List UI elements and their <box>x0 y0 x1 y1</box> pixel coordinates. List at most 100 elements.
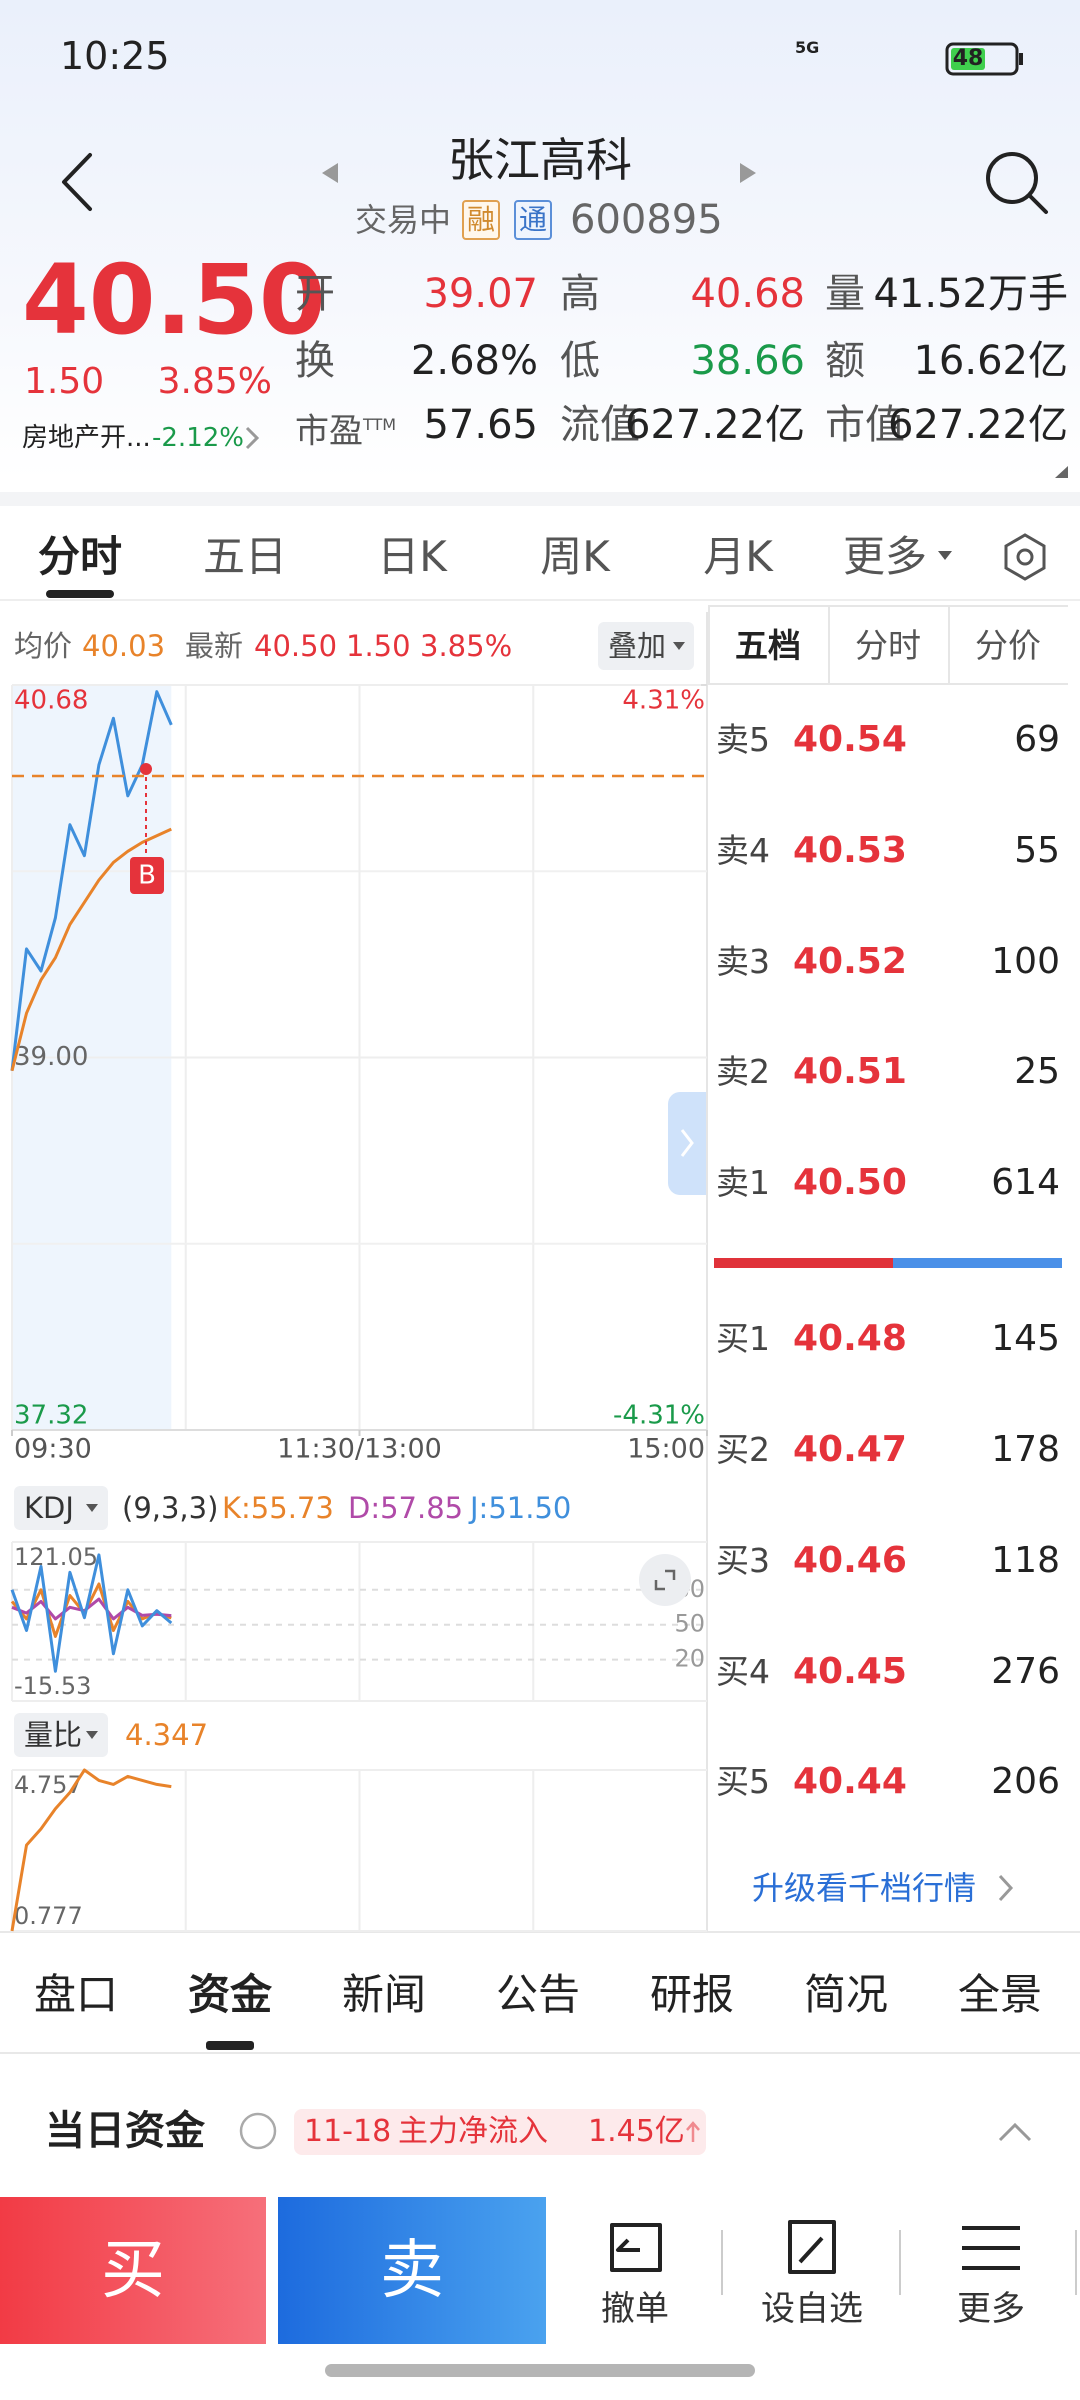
order-volume: 25 <box>1014 1050 1060 1092</box>
stat-label: 高 <box>560 271 600 317</box>
fund-label: 主力净流入 <box>398 2114 548 2149</box>
action-label[interactable]: 撤单 <box>601 2289 669 2330</box>
indicator-title[interactable]: 量比 <box>24 1717 83 1752</box>
help-icon[interactable] <box>239 2112 277 2150</box>
stat-value: 2.68% <box>410 338 538 384</box>
y-tick-label: 4.757 <box>14 1771 83 1799</box>
series-line <box>10 827 172 1072</box>
overlay-label[interactable]: 叠加 <box>608 628 667 663</box>
order-label: 卖4 <box>716 830 770 870</box>
order-price: 40.47 <box>793 1428 907 1470</box>
fullscreen-button <box>639 1554 691 1606</box>
order-tab[interactable]: 分价 <box>975 625 1041 665</box>
y2-tick-label: 50 <box>674 1610 705 1638</box>
sector-name[interactable]: 房地产开... <box>22 422 151 453</box>
y-tick-label: 0.777 <box>14 1902 83 1930</box>
stat-label-sup: TTM <box>363 415 397 435</box>
bottom-tab[interactable]: 公告 <box>495 1969 581 2019</box>
expand-corner[interactable] <box>1055 466 1068 478</box>
marker-dot <box>140 763 152 775</box>
ratio-bar-bid <box>893 1258 1062 1268</box>
tab[interactable]: 更多 <box>842 531 928 581</box>
dropdown-arrow <box>673 642 685 650</box>
side-expand[interactable] <box>668 1092 707 1195</box>
fund-title: 当日资金 <box>45 2108 205 2154</box>
order-tabs <box>708 605 1068 685</box>
order-price: 40.52 <box>793 940 907 982</box>
stat-value: 41.52万手 <box>873 271 1068 317</box>
bottom-tab[interactable]: 资金 <box>187 1969 273 2019</box>
ratio-bar-ask <box>714 1258 893 1268</box>
indicator-params: (9,3,3) <box>122 1490 219 1525</box>
status-time: 10:25 <box>60 34 170 79</box>
fund-tag <box>294 2109 706 2155</box>
y-tick-label: 37.32 <box>14 1401 88 1431</box>
series-line <box>11 1597 172 1621</box>
action-label[interactable]: 更多 <box>957 2289 1025 2330</box>
upgrade-chevron <box>998 1874 1014 1902</box>
legend-entry: D:57.85 <box>348 1490 464 1525</box>
series-line <box>10 1553 173 1673</box>
order-tab[interactable]: 五档 <box>735 625 801 665</box>
fund-date: 11-18 <box>304 2114 392 2149</box>
action-label[interactable]: 设自选 <box>761 2289 863 2330</box>
order-volume: 614 <box>991 1161 1060 1203</box>
avg-value: 40.03 <box>82 628 166 663</box>
watchlist-icon[interactable] <box>788 2220 836 2274</box>
settings-icon[interactable] <box>1004 533 1046 581</box>
sell-button[interactable] <box>278 2197 546 2344</box>
badge: 通 <box>518 203 548 237</box>
prev-arrow[interactable] <box>322 163 338 183</box>
bottom-tab[interactable]: 简况 <box>803 1969 889 2019</box>
indicator-title[interactable]: KDJ <box>24 1490 74 1525</box>
stock-code: 600895 <box>570 197 723 243</box>
order-volume: 276 <box>991 1650 1060 1692</box>
more-icon[interactable] <box>962 2226 1020 2270</box>
stat-value: 16.62亿 <box>913 338 1068 384</box>
buy-label[interactable]: 买 <box>101 2234 165 2309</box>
tab[interactable]: 分时 <box>37 531 123 581</box>
legend-entry: J:51.50 <box>470 1490 572 1525</box>
tab[interactable]: 五日 <box>202 531 288 581</box>
order-volume: 145 <box>991 1317 1060 1359</box>
collapse-icon[interactable] <box>998 2122 1032 2142</box>
up-arrow <box>686 2121 700 2142</box>
x-tick-label: 11:30/13:00 <box>277 1434 442 1465</box>
series-line <box>10 690 173 1071</box>
buy-button[interactable] <box>0 2197 266 2344</box>
tab[interactable]: 周K <box>540 531 610 581</box>
stat-label: 低 <box>560 338 600 384</box>
tab[interactable]: 日K <box>377 531 447 581</box>
back-icon[interactable] <box>62 153 92 211</box>
x-tick-label: 09:30 <box>14 1434 92 1465</box>
stat-value: 40.68 <box>690 271 805 317</box>
next-arrow[interactable] <box>740 163 756 183</box>
bottom-tab[interactable]: 新闻 <box>341 1969 427 2019</box>
cancel-icon[interactable] <box>610 2223 662 2272</box>
buy-marker <box>130 857 164 894</box>
indicator-latest: 4.347 <box>125 1717 209 1752</box>
battery <box>945 42 1019 76</box>
y-tick-label: 39.00 <box>14 1042 88 1072</box>
stat-label: 市盈TTM <box>295 411 397 452</box>
order-label: 买5 <box>716 1761 770 1801</box>
home-indicator[interactable] <box>325 2364 755 2377</box>
tab[interactable]: 月K <box>703 531 773 581</box>
legend-label: 最新 <box>185 628 244 663</box>
bottom-tab[interactable]: 研报 <box>649 1969 735 2019</box>
order-volume: 100 <box>991 940 1060 982</box>
y-tick-label: 121.05 <box>14 1543 98 1571</box>
upgrade-link[interactable]: 升级看千档行情 <box>752 1868 977 1907</box>
sell-label[interactable]: 卖 <box>380 2234 444 2309</box>
order-tab[interactable]: 分时 <box>855 625 921 665</box>
bottom-tab[interactable]: 盘口 <box>33 1969 119 2019</box>
order-label: 卖3 <box>716 941 770 981</box>
sector-chevron <box>245 426 260 450</box>
bottom-tab[interactable]: 全景 <box>957 1969 1043 2019</box>
search-icon[interactable] <box>986 152 1038 204</box>
stock-title: 张江高科 <box>448 132 632 187</box>
y-tick-label: 40.68 <box>14 686 88 716</box>
